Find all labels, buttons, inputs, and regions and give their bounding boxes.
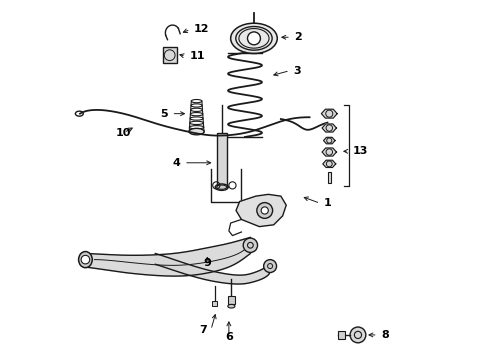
Circle shape bbox=[261, 207, 269, 214]
Circle shape bbox=[257, 203, 272, 219]
Bar bbox=[338, 331, 345, 338]
Bar bbox=[217, 134, 227, 187]
Circle shape bbox=[247, 32, 260, 45]
Text: 10: 10 bbox=[116, 128, 131, 138]
Text: 8: 8 bbox=[381, 330, 389, 340]
Polygon shape bbox=[322, 124, 337, 132]
Ellipse shape bbox=[228, 305, 235, 308]
Polygon shape bbox=[323, 137, 335, 144]
Circle shape bbox=[264, 260, 276, 273]
Polygon shape bbox=[155, 253, 270, 284]
Text: 9: 9 bbox=[203, 258, 211, 268]
Circle shape bbox=[350, 327, 366, 343]
Text: 7: 7 bbox=[199, 325, 207, 335]
Polygon shape bbox=[321, 109, 337, 118]
Bar bbox=[212, 301, 218, 306]
Bar bbox=[328, 172, 331, 183]
Circle shape bbox=[243, 238, 258, 252]
Text: 3: 3 bbox=[294, 66, 301, 76]
Text: 5: 5 bbox=[160, 109, 168, 119]
Bar bbox=[163, 47, 177, 63]
Polygon shape bbox=[323, 160, 336, 167]
Ellipse shape bbox=[217, 185, 227, 189]
Ellipse shape bbox=[231, 23, 277, 54]
Bar bbox=[228, 296, 235, 304]
Polygon shape bbox=[322, 148, 337, 156]
Text: 11: 11 bbox=[190, 51, 205, 61]
Ellipse shape bbox=[78, 252, 92, 268]
Text: 13: 13 bbox=[353, 146, 368, 156]
Polygon shape bbox=[84, 237, 250, 276]
Polygon shape bbox=[236, 194, 286, 226]
Circle shape bbox=[81, 255, 90, 264]
Text: 6: 6 bbox=[225, 332, 233, 342]
Text: 2: 2 bbox=[294, 32, 302, 42]
Ellipse shape bbox=[189, 129, 204, 135]
Text: 4: 4 bbox=[172, 158, 180, 168]
Text: 1: 1 bbox=[324, 198, 332, 208]
Text: 12: 12 bbox=[194, 24, 210, 35]
